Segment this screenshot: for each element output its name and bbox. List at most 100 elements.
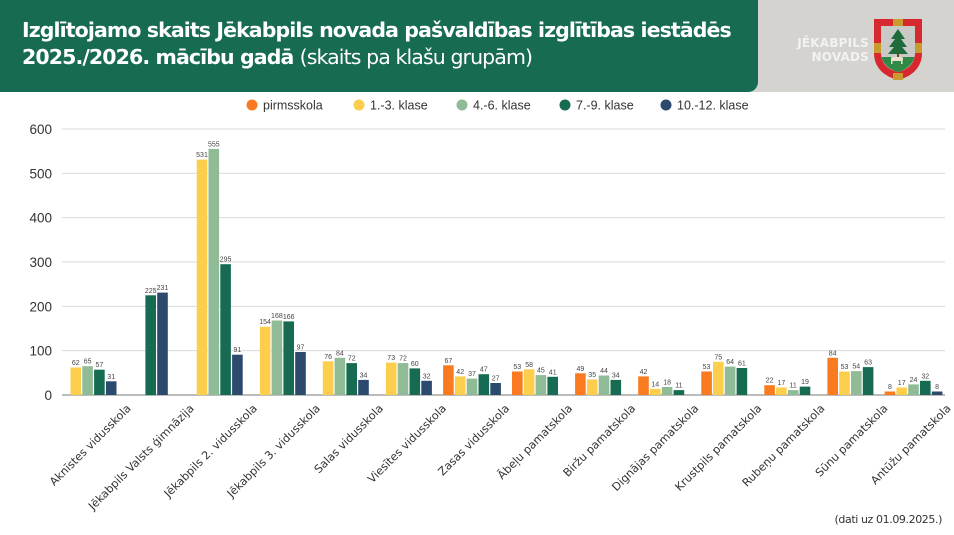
- bar: [535, 375, 547, 395]
- data-label: 58: [525, 362, 533, 369]
- data-label: 72: [348, 356, 356, 363]
- bar: [661, 387, 673, 395]
- bar: [478, 374, 490, 395]
- bar: [638, 376, 649, 395]
- data-date-note: (dati uz 01.09.2025.): [834, 513, 943, 526]
- data-label: 31: [107, 374, 115, 381]
- brand-line-2: NOVADS: [811, 50, 869, 64]
- data-label: 34: [360, 372, 368, 379]
- bar: [713, 361, 724, 396]
- y-tick-label: 100: [29, 344, 52, 359]
- bar: [547, 376, 558, 395]
- bar: [575, 373, 586, 395]
- data-label: 225: [145, 288, 157, 295]
- data-label: 17: [898, 380, 906, 387]
- data-label: 62: [72, 360, 80, 367]
- data-label: 64: [726, 359, 734, 366]
- title-bold: Izglītojamo skaits Jēkabpils novada pašv…: [22, 18, 732, 69]
- bar: [283, 321, 294, 395]
- data-label: 53: [841, 364, 849, 371]
- data-label: 35: [588, 372, 596, 379]
- title-subtitle: (skaits pa klašu grupām): [299, 45, 533, 69]
- data-label: 54: [852, 364, 860, 371]
- bar: [724, 366, 736, 395]
- bar: [884, 391, 896, 395]
- bar: [851, 371, 862, 395]
- bar: [920, 380, 931, 395]
- bar: [862, 367, 874, 395]
- data-label: 168: [271, 313, 283, 320]
- bar: [82, 366, 93, 395]
- data-label: 63: [864, 360, 872, 367]
- legend-marker-0: [246, 99, 258, 111]
- bar: [421, 380, 432, 395]
- bar: [827, 357, 838, 395]
- x-tick-label: Salas vidusskola: [312, 402, 386, 476]
- data-label: 24: [910, 377, 918, 384]
- data-label: 42: [640, 369, 648, 376]
- data-label: 154: [259, 319, 271, 326]
- bar: [598, 375, 610, 395]
- bar: [232, 354, 243, 395]
- legend-marker-1: [353, 99, 365, 111]
- bar: [896, 387, 907, 395]
- bar: [454, 376, 466, 395]
- legend: pirmsskola 1.-3. klase 4.-6. klase 7.-9. kl…: [246, 99, 749, 113]
- data-label: 34: [612, 372, 620, 379]
- data-label: 67: [445, 358, 453, 365]
- data-label: 42: [456, 369, 464, 376]
- data-label: 61: [738, 361, 746, 368]
- data-label: 32: [921, 373, 929, 380]
- data-label: 60: [411, 361, 419, 368]
- data-label: 41: [549, 369, 557, 376]
- bar: [776, 387, 787, 395]
- bar: [610, 379, 622, 395]
- data-label: 49: [577, 366, 585, 373]
- data-label: 37: [468, 371, 476, 378]
- data-label: 75: [714, 354, 722, 361]
- bar: [105, 381, 117, 395]
- legend-label-0: pirmsskola: [263, 99, 323, 113]
- bar: [650, 388, 661, 395]
- bar: [271, 320, 283, 395]
- x-tick-label: Jēkabpils Valsts ģimnāzija: [85, 402, 196, 513]
- bar: [334, 357, 346, 395]
- data-label: 57: [96, 362, 104, 369]
- data-label: 295: [220, 257, 232, 264]
- legend-label-3: 7.-9. klase: [576, 99, 634, 113]
- legend-label-1: 1.-3. klase: [370, 99, 428, 113]
- data-label: 14: [651, 381, 659, 388]
- title-banner: [0, 0, 758, 92]
- bar: [673, 390, 685, 395]
- data-label: 19: [801, 379, 809, 386]
- data-label: 53: [703, 364, 711, 371]
- bars: [70, 148, 943, 396]
- bar: [839, 371, 850, 395]
- bar: [346, 363, 357, 395]
- bar: [409, 368, 421, 395]
- data-label: 72: [399, 356, 407, 363]
- y-tick-label: 300: [29, 255, 52, 270]
- bar: [322, 361, 334, 395]
- data-label: 84: [336, 350, 344, 357]
- bar: [490, 383, 501, 395]
- data-label: 231: [157, 285, 169, 292]
- bar: [787, 390, 799, 395]
- data-label: 32: [423, 373, 431, 380]
- data-label: 22: [766, 378, 774, 385]
- page-title: Izglītojamo skaits Jēkabpils novada pašv…: [22, 17, 742, 71]
- legend-label-4: 10.-12. klase: [677, 99, 749, 113]
- bar: [259, 326, 271, 395]
- bar: [145, 295, 156, 396]
- data-label: 8: [888, 384, 892, 391]
- data-label: 11: [675, 383, 682, 390]
- y-tick-label: 400: [29, 211, 52, 226]
- bar: [931, 391, 943, 395]
- data-label: 18: [663, 380, 671, 387]
- y-tick-label: 0: [44, 388, 52, 403]
- data-label: 53: [513, 364, 521, 371]
- data-label: 44: [600, 368, 608, 375]
- data-label: 65: [84, 359, 92, 366]
- brand-logotype: JĒKABPILS NOVADS: [784, 36, 869, 64]
